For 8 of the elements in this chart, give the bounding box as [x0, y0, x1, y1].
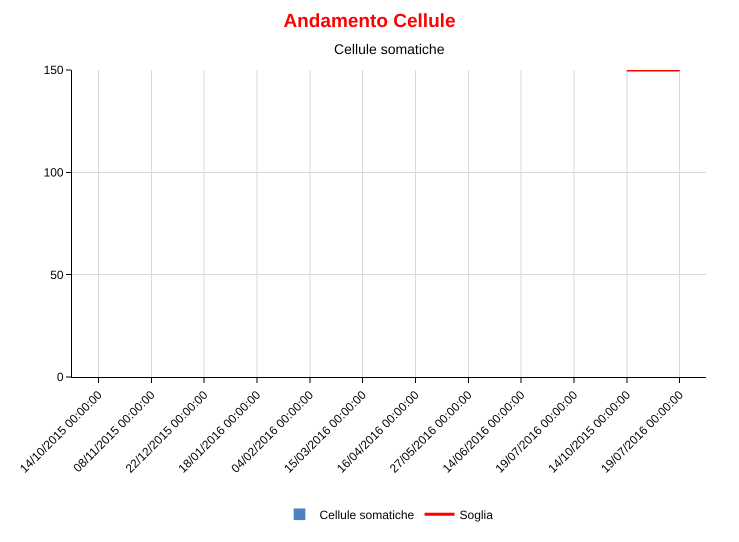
legend-label: Soglia — [460, 508, 494, 522]
chart-title: Andamento Cellule — [283, 10, 456, 32]
y-tick-label: 150 — [44, 63, 64, 78]
legend-label: Cellule somatiche — [320, 508, 415, 522]
y-tick-label: 100 — [44, 166, 64, 180]
y-tick-label: 0 — [56, 370, 64, 384]
chart-subtitle: Cellule somatiche — [334, 41, 445, 57]
y-tick-label: 50 — [50, 268, 64, 282]
